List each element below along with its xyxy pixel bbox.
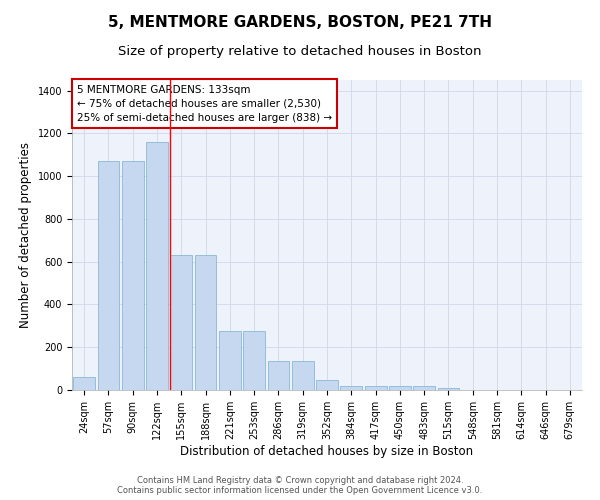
Bar xyxy=(146,142,168,390)
Bar xyxy=(219,331,241,390)
Bar xyxy=(73,377,95,390)
Text: 5, MENTMORE GARDENS, BOSTON, PE21 7TH: 5, MENTMORE GARDENS, BOSTON, PE21 7TH xyxy=(108,15,492,30)
Bar xyxy=(170,256,192,390)
Bar xyxy=(194,256,217,390)
Bar xyxy=(292,361,314,390)
Bar xyxy=(437,388,460,390)
Bar xyxy=(122,161,143,390)
Bar xyxy=(268,361,289,390)
Bar xyxy=(389,386,411,390)
Y-axis label: Number of detached properties: Number of detached properties xyxy=(19,142,32,328)
Bar xyxy=(413,386,435,390)
Bar xyxy=(340,386,362,390)
Text: Size of property relative to detached houses in Boston: Size of property relative to detached ho… xyxy=(118,45,482,58)
Bar xyxy=(365,386,386,390)
Bar xyxy=(316,380,338,390)
Text: Contains HM Land Registry data © Crown copyright and database right 2024.
Contai: Contains HM Land Registry data © Crown c… xyxy=(118,476,482,495)
Text: 5 MENTMORE GARDENS: 133sqm
← 75% of detached houses are smaller (2,530)
25% of s: 5 MENTMORE GARDENS: 133sqm ← 75% of deta… xyxy=(77,84,332,122)
X-axis label: Distribution of detached houses by size in Boston: Distribution of detached houses by size … xyxy=(181,444,473,458)
Bar xyxy=(243,331,265,390)
Bar xyxy=(97,161,119,390)
